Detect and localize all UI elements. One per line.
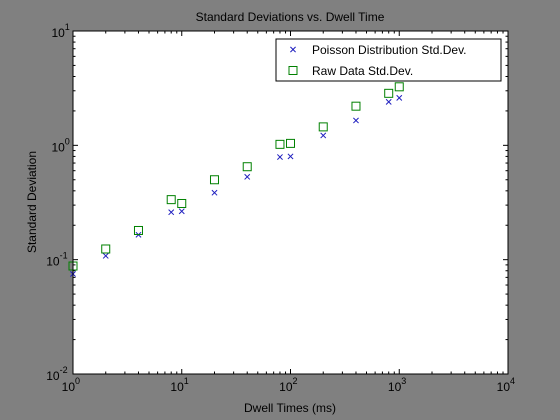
raw-data-point <box>384 88 394 98</box>
legend-marker-poisson <box>290 46 296 53</box>
legend-box <box>275 38 502 82</box>
poisson-point <box>277 154 283 160</box>
x-tick-label-base: 10 <box>170 380 184 394</box>
x-marker-stroke <box>385 98 392 105</box>
x-tick-label-exponent: 2 <box>293 376 298 386</box>
x-tick-label-base: 10 <box>497 380 511 394</box>
poisson-point <box>102 252 109 259</box>
x-tick-label-base: 10 <box>279 380 293 394</box>
y-tick-label-base: 10 <box>46 255 60 269</box>
raw-data-point <box>166 195 176 205</box>
poisson-point <box>396 94 403 101</box>
x-tick-label-base: 10 <box>388 380 402 394</box>
poisson-point <box>320 132 327 139</box>
x-axis-label: Dwell Times (ms) <box>244 401 336 415</box>
y-tick-label-exponent: -2 <box>60 365 68 375</box>
x-marker-stroke <box>168 209 175 216</box>
poisson-point <box>385 98 392 105</box>
raw-data-series <box>68 82 404 271</box>
raw-data-point <box>177 198 187 208</box>
legend-label-raw: Raw Data Std.Dev. <box>312 64 413 78</box>
legend-x-marker <box>290 46 296 53</box>
y-tick-label-base: 10 <box>51 26 65 40</box>
x-marker-stroke <box>277 154 283 160</box>
legend-square-marker <box>288 66 298 75</box>
x-marker-stroke <box>211 189 218 196</box>
x-marker-stroke <box>102 252 109 259</box>
legend-marker-raw <box>288 66 298 75</box>
y-tick-label-exponent: 1 <box>65 22 70 32</box>
legend-label-poisson: Poisson Distribution Std.Dev. <box>312 43 467 57</box>
axes-frame <box>72 30 509 375</box>
poisson-point <box>168 209 175 216</box>
x-marker-stroke <box>320 132 327 139</box>
poisson-point <box>211 189 218 196</box>
y-axis-label: Standard Deviation <box>25 151 39 253</box>
raw-data-point <box>275 139 285 149</box>
y-tick-label-exponent: -1 <box>60 251 68 261</box>
x-tick-label-exponent: 1 <box>184 376 189 386</box>
raw-data-point <box>242 162 252 172</box>
axes-background <box>73 31 508 374</box>
x-tick-label-exponent: 3 <box>401 376 406 386</box>
raw-data-point <box>133 225 143 235</box>
poisson-point <box>244 173 251 180</box>
poisson-point <box>287 153 294 160</box>
raw-data-point <box>394 82 404 92</box>
raw-data-point <box>351 101 361 111</box>
raw-data-point <box>101 244 111 254</box>
y-tick-label-base: 10 <box>46 369 60 383</box>
poisson-point <box>353 117 359 124</box>
chart-title: Standard Deviations vs. Dwell Time <box>196 10 385 24</box>
legend: Poisson Distribution Std.Dev. Raw Data S… <box>275 38 502 82</box>
poisson-point <box>178 208 185 215</box>
x-tick-label-exponent: 4 <box>510 376 515 386</box>
x-marker-stroke <box>290 46 296 53</box>
y-tick-label-base: 10 <box>51 140 65 154</box>
x-tick-label-base: 10 <box>62 380 76 394</box>
raw-data-point <box>286 138 295 148</box>
x-marker-stroke <box>396 94 403 101</box>
x-marker-stroke <box>178 208 185 215</box>
tick-labels: 10 0 10 1 10 2 10 3 10 410 -210 -110 010 1 <box>46 22 515 394</box>
raw-data-point <box>209 175 219 185</box>
x-marker-stroke <box>244 173 251 180</box>
x-marker-stroke <box>353 117 359 124</box>
raw-data-point <box>318 122 328 132</box>
y-tick-label-exponent: 0 <box>65 136 70 146</box>
x-marker-stroke <box>287 153 294 160</box>
x-tick-label-exponent: 0 <box>75 376 80 386</box>
